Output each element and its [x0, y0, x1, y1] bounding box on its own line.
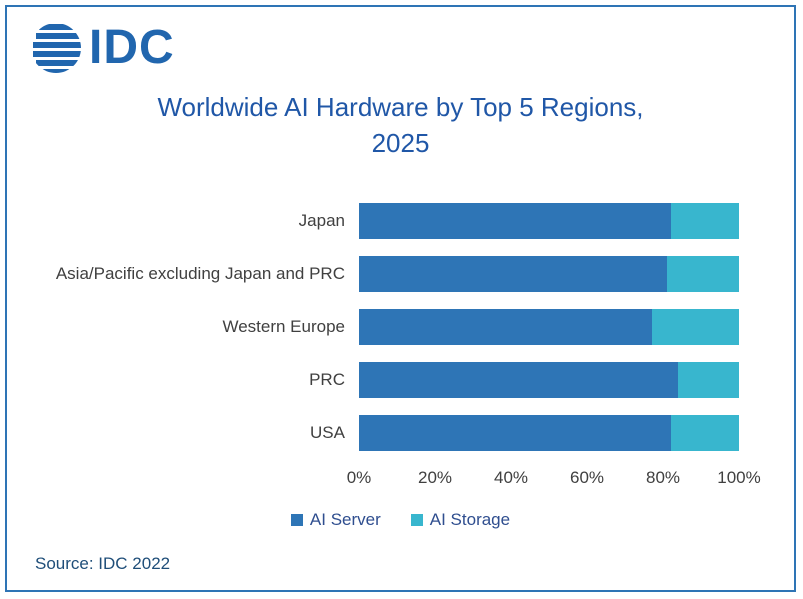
- x-tick: 100%: [717, 468, 761, 487]
- bar-row: PRC: [7, 362, 739, 398]
- legend-label: AI Server: [309, 510, 381, 529]
- bar-segment-ai-storage: [670, 415, 739, 451]
- bar-track: [359, 256, 739, 292]
- chart-title: Worldwide AI Hardware by Top 5 Regions, …: [7, 89, 794, 162]
- legend-item-ai-storage: AI Storage: [410, 510, 511, 530]
- bar-row: Western Europe: [7, 309, 739, 345]
- bar-track: [359, 309, 739, 345]
- bar-segment-ai-storage: [651, 309, 739, 345]
- category-label: Asia/Pacific excluding Japan and PRC: [55, 264, 345, 283]
- stacked-bar-chart: Japan Asia/Pacific excluding Japan and PR…: [7, 203, 739, 451]
- x-tick: 40%: [493, 468, 529, 487]
- chart-page: IDC Worldwide AI Hardware by Top 5 Regio…: [5, 5, 796, 592]
- chart-rows: Japan Asia/Pacific excluding Japan and PR…: [7, 203, 739, 451]
- idc-globe-icon: [33, 24, 81, 73]
- chart-title-line2: 2025: [371, 128, 430, 159]
- idc-logo: IDC: [29, 21, 175, 75]
- legend-label: AI Storage: [429, 510, 511, 529]
- bar-track: [359, 362, 739, 398]
- category-label: Western Europe: [222, 317, 345, 336]
- x-tick: 60%: [569, 468, 605, 487]
- chart-legend: AI Server AI Storage: [7, 510, 794, 530]
- bar-segment-ai-server: [359, 362, 679, 398]
- category-label: PRC: [309, 370, 345, 389]
- bar-segment-ai-server: [359, 203, 671, 239]
- chart-title-line1: Worldwide AI Hardware by Top 5 Regions,: [157, 92, 644, 122]
- bar-row: Asia/Pacific excluding Japan and PRC: [7, 256, 739, 292]
- bar-segment-ai-storage: [678, 362, 739, 398]
- x-tick: 0%: [346, 468, 372, 487]
- x-tick: 20%: [417, 468, 453, 487]
- category-label: USA: [310, 423, 345, 442]
- legend-swatch: [410, 514, 423, 526]
- bar-track: [359, 415, 739, 451]
- bar-track: [359, 203, 739, 239]
- x-axis: 0% 20% 40% 60% 80% 100%: [347, 468, 761, 490]
- bar-segment-ai-server: [359, 309, 652, 345]
- bar-segment-ai-server: [359, 415, 671, 451]
- bar-segment-ai-storage: [666, 256, 739, 292]
- bar-segment-ai-server: [359, 256, 667, 292]
- legend-swatch: [290, 514, 303, 526]
- source-note: Source: IDC 2022: [35, 554, 171, 573]
- bar-segment-ai-storage: [670, 203, 739, 239]
- bar-row: Japan: [7, 203, 739, 239]
- idc-logo-text: IDC: [89, 21, 175, 74]
- category-label: Japan: [298, 211, 345, 230]
- legend-item-ai-server: AI Server: [290, 510, 381, 530]
- bar-row: USA: [7, 415, 739, 451]
- x-tick: 80%: [645, 468, 681, 487]
